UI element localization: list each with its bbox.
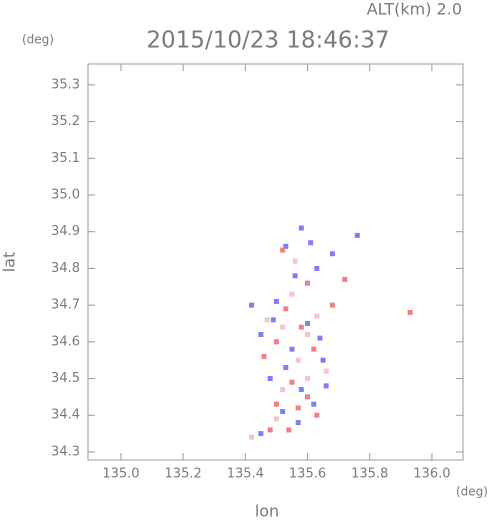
data-point bbox=[267, 427, 273, 433]
data-point bbox=[264, 317, 270, 323]
data-point bbox=[280, 324, 286, 330]
data-point bbox=[314, 412, 320, 418]
x-tick-label: 136.0 bbox=[413, 467, 450, 482]
data-point bbox=[311, 401, 317, 407]
data-point bbox=[329, 302, 335, 308]
data-point bbox=[258, 331, 264, 337]
data-point bbox=[342, 276, 348, 282]
chart-subtitle: ALT(km) 2.0 bbox=[367, 0, 462, 19]
plot-frame bbox=[87, 63, 464, 461]
data-point bbox=[298, 225, 304, 231]
data-point bbox=[273, 339, 279, 345]
data-point bbox=[283, 365, 289, 371]
y-tick-label: 34.9 bbox=[51, 224, 80, 239]
data-point bbox=[280, 387, 286, 393]
data-point bbox=[317, 335, 323, 341]
y-tick-label: 34.6 bbox=[51, 334, 80, 349]
x-unit: (deg) bbox=[456, 485, 488, 499]
y-tick-label: 34.3 bbox=[51, 444, 80, 459]
y-tick-label: 35.2 bbox=[51, 114, 80, 129]
data-point bbox=[305, 320, 311, 326]
data-point bbox=[329, 251, 335, 257]
data-point bbox=[292, 258, 298, 264]
x-tick-label: 135.8 bbox=[351, 467, 388, 482]
data-point bbox=[323, 383, 329, 389]
x-axis-label: lon bbox=[255, 502, 279, 521]
data-point bbox=[308, 240, 314, 246]
data-point bbox=[320, 357, 326, 363]
y-tick-label: 35.0 bbox=[51, 188, 80, 203]
data-point bbox=[283, 243, 289, 249]
data-point bbox=[273, 401, 279, 407]
data-point bbox=[305, 394, 311, 400]
data-point bbox=[249, 434, 255, 440]
data-point bbox=[273, 416, 279, 422]
y-axis-label: lat bbox=[0, 252, 19, 273]
data-point bbox=[407, 309, 413, 315]
data-point bbox=[354, 232, 360, 238]
data-point bbox=[273, 298, 279, 304]
data-point bbox=[311, 346, 317, 352]
data-point bbox=[289, 379, 295, 385]
data-point bbox=[289, 346, 295, 352]
x-tick-label: 135.4 bbox=[227, 467, 264, 482]
data-point bbox=[258, 431, 264, 437]
x-tick-label: 135.6 bbox=[289, 467, 326, 482]
x-tick-label: 135.0 bbox=[102, 467, 139, 482]
data-point bbox=[295, 357, 301, 363]
data-point bbox=[280, 409, 286, 415]
chart-title: 2015/10/23 18:46:37 bbox=[146, 28, 389, 54]
y-tick-label: 35.3 bbox=[51, 77, 80, 92]
data-point bbox=[314, 313, 320, 319]
data-point bbox=[298, 324, 304, 330]
y-tick-label: 34.5 bbox=[51, 371, 80, 386]
y-tick-label: 35.1 bbox=[51, 151, 80, 166]
data-point bbox=[267, 376, 273, 382]
data-point bbox=[295, 405, 301, 411]
data-point bbox=[305, 331, 311, 337]
data-point bbox=[261, 354, 267, 360]
data-point bbox=[305, 280, 311, 286]
data-point bbox=[283, 306, 289, 312]
data-point bbox=[314, 265, 320, 271]
y-tick-label: 34.4 bbox=[51, 408, 80, 423]
data-point bbox=[289, 291, 295, 297]
data-point bbox=[249, 302, 255, 308]
data-point bbox=[286, 427, 292, 433]
y-tick-label: 34.7 bbox=[51, 298, 80, 313]
data-point bbox=[323, 368, 329, 374]
data-point bbox=[292, 273, 298, 279]
y-unit: (deg) bbox=[22, 33, 54, 47]
data-point bbox=[305, 376, 311, 382]
data-point bbox=[280, 247, 286, 253]
data-point bbox=[270, 317, 276, 323]
data-point bbox=[295, 420, 301, 426]
x-tick-label: 135.2 bbox=[165, 467, 202, 482]
data-point bbox=[298, 387, 304, 393]
y-tick-label: 34.8 bbox=[51, 261, 80, 276]
